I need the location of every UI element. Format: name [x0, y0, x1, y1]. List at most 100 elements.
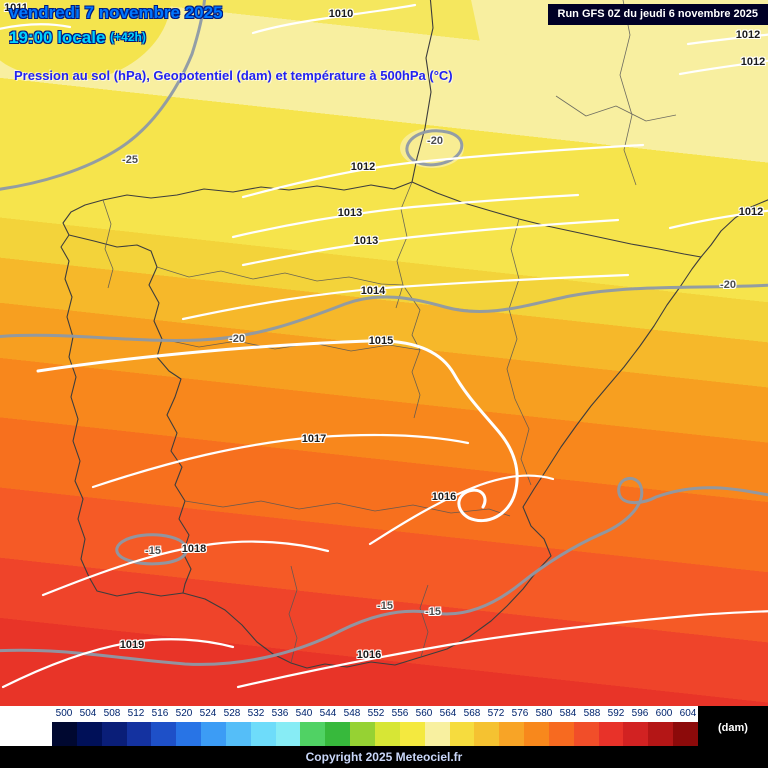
legend-color-segment: [374, 722, 400, 746]
pressure-label: 1015: [368, 335, 394, 347]
temperature-contours: [0, 0, 768, 666]
temperature-label: -15: [425, 606, 441, 618]
legend-color-segment: [300, 722, 326, 746]
fill-patch-topright: [471, 0, 768, 106]
legend-value: 536: [271, 708, 289, 719]
pressure-label: 1012: [350, 161, 376, 173]
regional-borders: [102, 0, 677, 664]
pressure-label: 1012: [740, 56, 766, 68]
legend-value: 548: [343, 708, 361, 719]
pressure-label: 1017: [301, 433, 327, 445]
legend-value: 564: [439, 708, 457, 719]
legend-value: 584: [559, 708, 577, 719]
map-graphic: [0, 0, 768, 706]
legend-value: 516: [151, 708, 169, 719]
pressure-label: 1014: [360, 285, 386, 297]
isobar-1015: [36, 339, 519, 523]
legend-value: 520: [175, 708, 193, 719]
pyrenees-border: [411, 181, 702, 258]
contour-minus15: [0, 477, 768, 666]
copyright-bar: Copyright 2025 Meteociel.fr: [0, 746, 768, 768]
temperature-label: -20: [427, 135, 443, 147]
legend-value: 552: [367, 708, 385, 719]
temperature-label: -25: [122, 154, 138, 166]
legend-value: 560: [415, 708, 433, 719]
forecast-time: 19:00 locale (+42h): [9, 28, 146, 48]
legend-value: 572: [487, 708, 505, 719]
portugal-spain-border: [68, 234, 192, 594]
contour-minus20: [0, 283, 768, 342]
pressure-label: 1011: [4, 2, 28, 14]
legend-color-bar: [52, 722, 698, 746]
pressure-label: 1018: [181, 543, 207, 555]
map-parameters-title: Pression au sol (hPa), Geopotentiel (dam…: [14, 68, 453, 83]
legend-value: 568: [463, 708, 481, 719]
legend-color-segment: [52, 722, 77, 746]
temperature-label: -15: [377, 600, 393, 612]
pressure-label: 1013: [353, 235, 379, 247]
legend-value: 580: [535, 708, 553, 719]
legend-color-segment: [623, 722, 649, 746]
pressure-label: 1016: [356, 649, 382, 661]
iberia-coastline: [60, 0, 768, 669]
legend-color-segment: [399, 722, 425, 746]
weather-map: 1011 1010 1012 1012 1012 1013 1013 1012 1014 1015…: [0, 0, 768, 706]
model-run-info: Run GFS 0Z du jeudi 6 novembre 2025: [547, 4, 768, 25]
forecast-time-local: 19:00 locale: [9, 28, 106, 47]
legend-value: 588: [583, 708, 601, 719]
legend-value: 576: [511, 708, 529, 719]
legend-color-segment: [524, 722, 549, 746]
legend-unit: (dam): [698, 706, 768, 746]
legend-value: 504: [79, 708, 97, 719]
legend-value: 604: [679, 708, 697, 719]
legend-value: 508: [103, 708, 121, 719]
legend-value: 528: [223, 708, 241, 719]
fill-patch-topleft: [0, 0, 171, 80]
legend-color-segment: [76, 722, 102, 746]
forecast-offset: (+42h): [110, 30, 146, 44]
pressure-label: 1013: [337, 207, 363, 219]
legend-value: 556: [391, 708, 409, 719]
legend-color-segment: [673, 722, 698, 746]
legend-color-segment: [548, 722, 574, 746]
legend-value: 596: [631, 708, 649, 719]
legend-color-segment: [424, 722, 450, 746]
legend-color-segment: [350, 722, 375, 746]
pressure-label: 1016: [431, 491, 457, 503]
legend-color-segment: [151, 722, 177, 746]
legend-value: 532: [247, 708, 265, 719]
legend-unit-label: (dam): [718, 722, 748, 734]
geopotential-legend: 500 504 508 512 516 520 524 528 532 536 540 544 548 5…: [0, 706, 768, 746]
temperature-label: -15: [145, 545, 161, 557]
legend-value: 540: [295, 708, 313, 719]
contour-minus25: [0, 0, 207, 191]
legend-color-segment: [176, 722, 202, 746]
legend-color-segment: [449, 722, 475, 746]
contour-minus15-pocket: [115, 533, 188, 566]
legend-value: 512: [127, 708, 145, 719]
legend-color-segment: [474, 722, 500, 746]
legend-color-segment: [648, 722, 674, 746]
pressure-label: 1019: [119, 639, 145, 651]
legend-color-segment: [325, 722, 351, 746]
contour-minus20-pocket: [405, 129, 464, 167]
copyright-link[interactable]: Copyright 2025 Meteociel.fr: [305, 750, 463, 764]
legend-color-segment: [275, 722, 301, 746]
pressure-isobars: [0, 3, 768, 689]
pressure-label: 1012: [735, 29, 761, 41]
legend-color-segment: [225, 722, 251, 746]
legend-value: 500: [55, 708, 73, 719]
country-borders: [60, 0, 768, 669]
legend-value: 600: [655, 708, 673, 719]
temperature-label: -20: [720, 279, 736, 291]
legend-color-segment: [101, 722, 127, 746]
legend-value: 592: [607, 708, 625, 719]
map-value-labels: 1011 1010 1012 1012 1012 1013 1013 1012 1014 1015…: [4, 2, 766, 661]
pressure-label: 1012: [738, 206, 764, 218]
legend-value: 544: [319, 708, 337, 719]
legend-color-segment: [598, 722, 624, 746]
legend-color-segment: [573, 722, 599, 746]
legend-color-segment: [201, 722, 226, 746]
forecast-date: vendredi 7 novembre 2025: [9, 3, 223, 22]
